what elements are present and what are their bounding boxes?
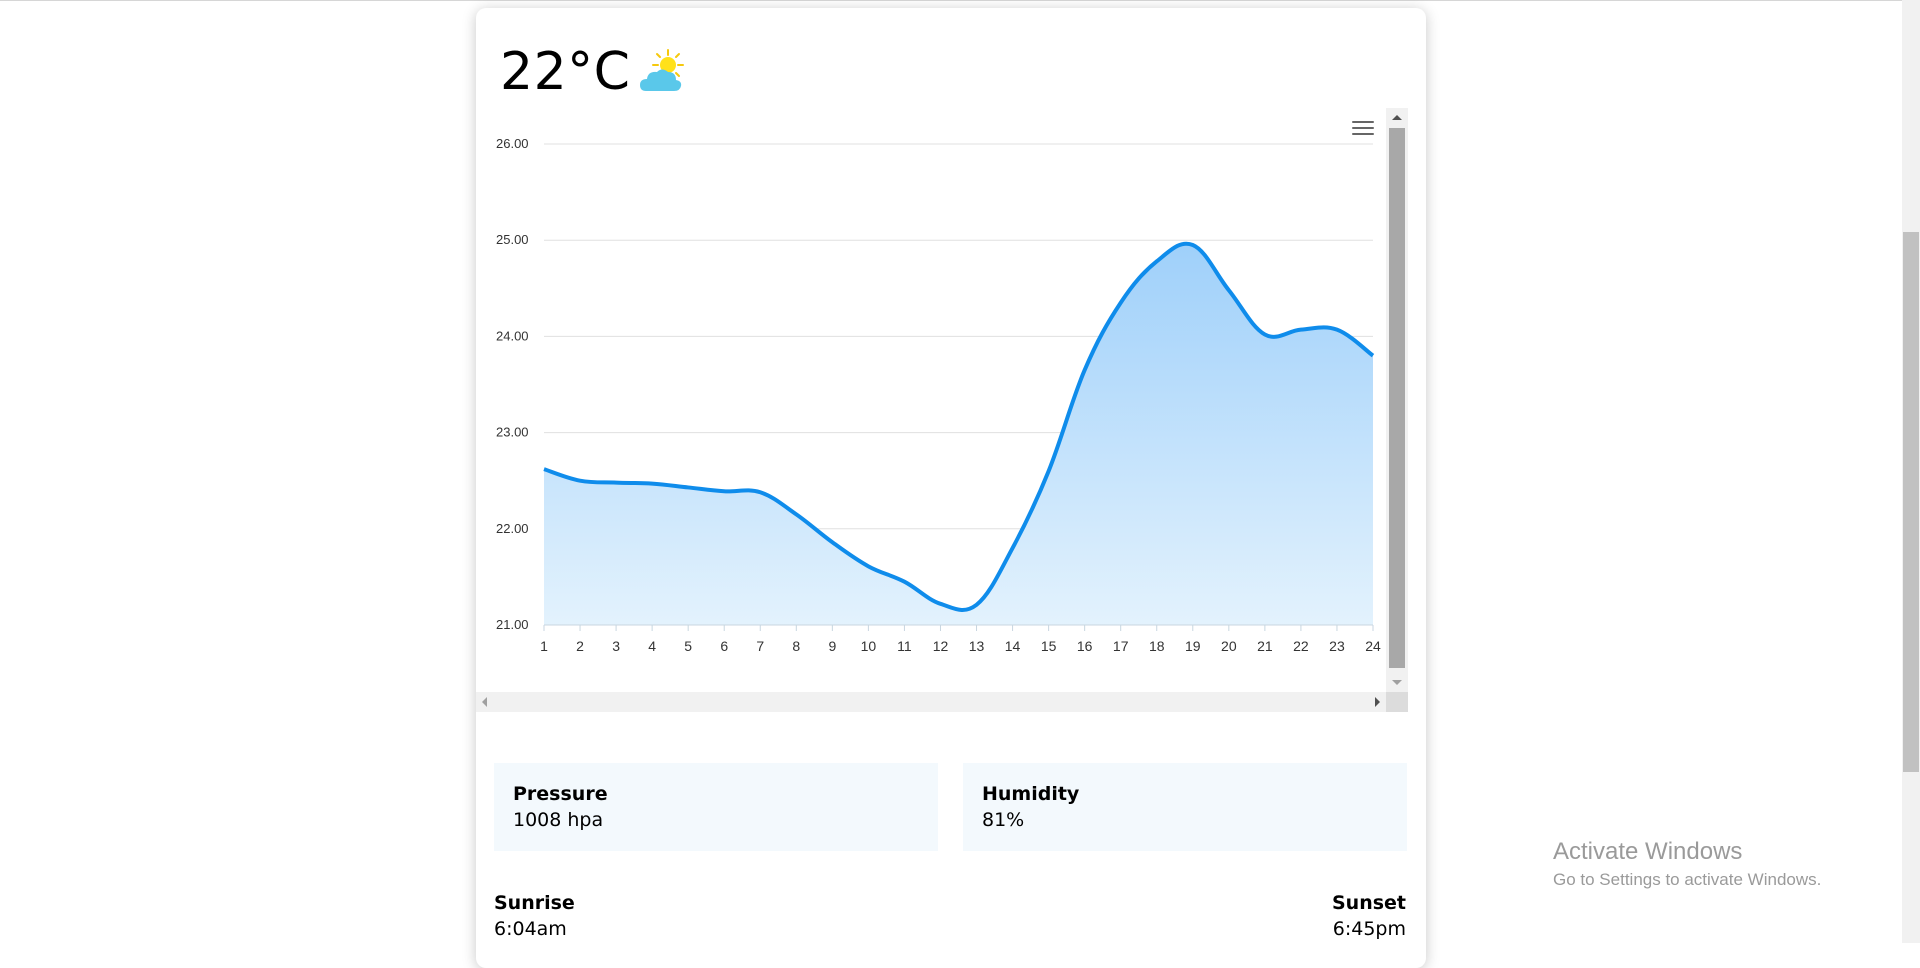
x-tick-label: 13 xyxy=(969,638,985,654)
humidity-value: 81% xyxy=(982,809,1025,831)
temperature-area-fill xyxy=(544,243,1373,625)
sunrise-value: 6:04am xyxy=(494,918,567,940)
activate-windows-watermark: Activate Windows Go to Settings to activ… xyxy=(1553,838,1821,890)
chart-menu-icon[interactable] xyxy=(1352,121,1374,137)
x-tick-label: 14 xyxy=(1005,638,1021,654)
x-tick-label: 22 xyxy=(1293,638,1309,654)
x-tick-label: 12 xyxy=(933,638,949,654)
humidity-box: Humidity 81% xyxy=(963,763,1407,851)
chart-horizontal-scrollbar[interactable] xyxy=(476,692,1386,712)
x-tick-label: 10 xyxy=(861,638,877,654)
x-tick-label: 6 xyxy=(720,638,728,654)
temperature-chart-container[interactable]: 21.00 22.00 23.00 24.00 25.00 26.00 1 2 3 4 5 6 7 8 9 1… xyxy=(476,108,1408,712)
page-scrollbar[interactable] xyxy=(1902,0,1920,943)
x-tick-label: 23 xyxy=(1329,638,1345,654)
x-tick-label: 3 xyxy=(612,638,620,654)
y-tick-label: 25.00 xyxy=(496,232,529,247)
y-tick-label: 23.00 xyxy=(496,425,529,440)
x-tick-label: 4 xyxy=(648,638,656,654)
x-tick-label: 17 xyxy=(1113,638,1129,654)
x-tick-label: 11 xyxy=(897,638,912,654)
x-tick-label: 15 xyxy=(1041,638,1057,654)
sunset-label: Sunset xyxy=(1331,892,1406,914)
scroll-down-arrow-icon[interactable] xyxy=(1392,680,1402,685)
x-tick-label: 1 xyxy=(540,638,548,654)
current-weather: 22°C xyxy=(500,46,688,98)
watermark-line1: Activate Windows xyxy=(1553,838,1743,865)
y-tick-label: 22.00 xyxy=(496,521,529,536)
temperature-value: 22°C xyxy=(500,42,631,102)
x-tick-label: 8 xyxy=(792,638,800,654)
weather-card: 22°C 21.00 22.00 23.00 24.00 25.00 26.00 1 2 3 4 5… xyxy=(476,8,1426,968)
temperature-series-line xyxy=(543,241,1375,612)
x-tick-label: 2 xyxy=(576,638,584,654)
x-tick-label: 16 xyxy=(1077,638,1093,654)
x-tick-label: 7 xyxy=(756,638,764,654)
vertical-scroll-thumb[interactable] xyxy=(1389,128,1405,668)
pressure-box: Pressure 1008 hpa xyxy=(494,763,938,851)
watermark-line2: Go to Settings to activate Windows. xyxy=(1553,870,1822,889)
chart-vertical-scrollbar[interactable] xyxy=(1386,108,1408,692)
browser-top-border xyxy=(0,0,1920,1)
scrollbar-corner xyxy=(1386,692,1408,712)
y-tick-label: 24.00 xyxy=(496,328,529,343)
y-tick-label: 21.00 xyxy=(496,617,529,632)
sunset-value: 6:45pm xyxy=(1332,918,1406,940)
pressure-label: Pressure xyxy=(513,783,608,805)
scroll-left-arrow-icon[interactable] xyxy=(482,697,487,707)
y-tick-label: 26.00 xyxy=(496,136,529,151)
page-scroll-thumb[interactable] xyxy=(1903,232,1919,772)
partly-cloudy-icon xyxy=(640,49,685,91)
x-tick-label: 19 xyxy=(1185,638,1201,654)
x-tick-label: 24 xyxy=(1365,638,1381,654)
x-tick-label: 5 xyxy=(684,638,692,654)
pressure-value: 1008 hpa xyxy=(513,809,604,831)
x-tick-label: 21 xyxy=(1257,638,1273,654)
scroll-up-arrow-icon[interactable] xyxy=(1392,115,1402,120)
x-tick-label: 18 xyxy=(1149,638,1165,654)
sunrise-label: Sunrise xyxy=(494,892,575,914)
x-tick-label: 20 xyxy=(1221,638,1237,654)
humidity-label: Humidity xyxy=(982,783,1080,805)
sunset-block: Sunset 6:45pm xyxy=(1332,892,1406,940)
scroll-right-arrow-icon[interactable] xyxy=(1375,697,1380,707)
sunrise-block: Sunrise 6:04am xyxy=(494,892,575,940)
x-tick-label: 9 xyxy=(828,638,836,654)
